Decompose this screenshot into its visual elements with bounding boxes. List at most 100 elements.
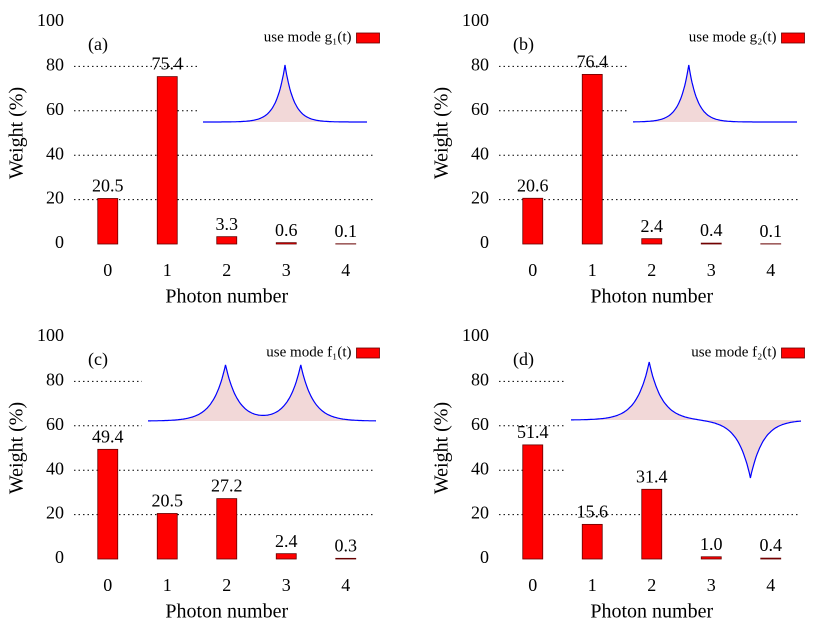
- x-tick-label: 0: [103, 260, 112, 280]
- y-tick-label: 60: [471, 414, 489, 434]
- bar: [760, 557, 782, 560]
- y-tick-label: 60: [46, 414, 64, 434]
- value-label: 0.6: [275, 220, 298, 240]
- legend-label: use mode g₁(t): [264, 29, 352, 45]
- x-tick-label: 2: [647, 575, 656, 595]
- y-axis-label: Weight (%): [6, 402, 28, 494]
- bar: [156, 513, 178, 560]
- y-tick-label: 0: [55, 547, 64, 567]
- legend-swatch: [781, 347, 805, 359]
- x-tick-label: 1: [588, 260, 597, 280]
- value-label: 27.2: [211, 476, 243, 496]
- x-tick-label: 2: [222, 260, 231, 280]
- inset-area: [571, 362, 801, 478]
- bar: [275, 553, 297, 560]
- x-tick-label: 1: [163, 575, 172, 595]
- y-tick-label: 100: [37, 10, 64, 30]
- y-axis-label: Weight (%): [6, 87, 28, 179]
- legend-label: use mode f₁(t): [266, 344, 351, 360]
- legend-label: use mode f₂(t): [691, 344, 776, 360]
- value-label: 20.6: [517, 175, 549, 195]
- y-tick-label: 0: [480, 547, 489, 567]
- x-axis-label: Photon number: [590, 286, 713, 308]
- y-tick-label: 80: [46, 370, 64, 390]
- y-tick-label: 20: [46, 503, 64, 523]
- y-axis-label: Weight (%): [431, 87, 453, 179]
- y-tick-label: 0: [55, 232, 64, 252]
- inset-curve: [633, 64, 797, 123]
- panel-label: (d): [513, 349, 534, 370]
- value-label: 15.6: [577, 501, 609, 521]
- y-tick-label: 100: [462, 325, 489, 345]
- value-label: 2.4: [641, 216, 664, 236]
- inset-area: [203, 65, 367, 122]
- legend-swatch: [781, 32, 805, 44]
- value-label: 51.4: [517, 422, 549, 442]
- bar: [156, 76, 178, 245]
- y-tick-label: 60: [471, 99, 489, 119]
- y-tick-label: 80: [471, 370, 489, 390]
- legend-swatch: [356, 347, 380, 359]
- legend-swatch: [356, 32, 380, 44]
- x-tick-label: 1: [588, 575, 597, 595]
- value-label: 75.4: [152, 54, 184, 74]
- bar: [700, 556, 722, 560]
- panel-label: (a): [88, 34, 108, 55]
- value-label: 0.4: [760, 535, 783, 555]
- x-tick-label: 1: [163, 260, 172, 280]
- x-tick-label: 2: [222, 575, 231, 595]
- inset-background: [627, 55, 803, 128]
- y-tick-label: 60: [46, 99, 64, 119]
- value-label: 3.3: [216, 214, 239, 234]
- bar: [97, 448, 119, 560]
- bar: [216, 236, 238, 245]
- bar: [641, 238, 663, 245]
- x-tick-label: 4: [766, 260, 775, 280]
- y-tick-label: 20: [46, 188, 64, 208]
- inset-curve: [148, 364, 377, 422]
- x-axis-label: Photon number: [165, 286, 288, 308]
- x-tick-label: 3: [707, 260, 716, 280]
- bar: [700, 242, 722, 245]
- y-tick-label: 20: [471, 503, 489, 523]
- bar: [97, 198, 119, 245]
- value-label: 0.4: [700, 220, 723, 240]
- x-tick-label: 4: [766, 575, 775, 595]
- x-tick-label: 3: [282, 260, 291, 280]
- x-tick-label: 4: [341, 575, 350, 595]
- value-label: 76.4: [577, 52, 609, 72]
- bar: [275, 242, 297, 245]
- y-tick-label: 100: [462, 10, 489, 30]
- y-tick-label: 0: [480, 232, 489, 252]
- y-tick-label: 100: [37, 325, 64, 345]
- value-label: 20.5: [92, 176, 124, 196]
- x-tick-label: 3: [707, 575, 716, 595]
- value-label: 1.0: [700, 534, 723, 554]
- bar: [335, 557, 357, 560]
- y-axis-label: Weight (%): [431, 402, 453, 494]
- y-tick-label: 40: [471, 458, 489, 478]
- inset-curve: [571, 361, 802, 479]
- inset-curve: [203, 64, 367, 123]
- value-label: 31.4: [636, 466, 668, 486]
- value-label: 49.4: [92, 426, 124, 446]
- x-tick-label: 2: [647, 260, 656, 280]
- bar: [522, 444, 544, 560]
- x-axis-label: Photon number: [590, 601, 713, 623]
- panel-label: (c): [88, 349, 108, 370]
- y-tick-label: 40: [471, 143, 489, 163]
- x-axis-label: Photon number: [165, 601, 288, 623]
- y-tick-label: 80: [471, 55, 489, 75]
- x-tick-label: 0: [528, 575, 537, 595]
- y-tick-label: 80: [46, 55, 64, 75]
- value-label: 0.3: [335, 535, 358, 555]
- legend-label: use mode g₂(t): [689, 29, 777, 45]
- bar: [581, 73, 603, 245]
- y-tick-label: 20: [471, 188, 489, 208]
- panel-label: (b): [513, 34, 534, 55]
- bar: [581, 523, 603, 560]
- y-tick-label: 40: [46, 458, 64, 478]
- y-tick-label: 40: [46, 143, 64, 163]
